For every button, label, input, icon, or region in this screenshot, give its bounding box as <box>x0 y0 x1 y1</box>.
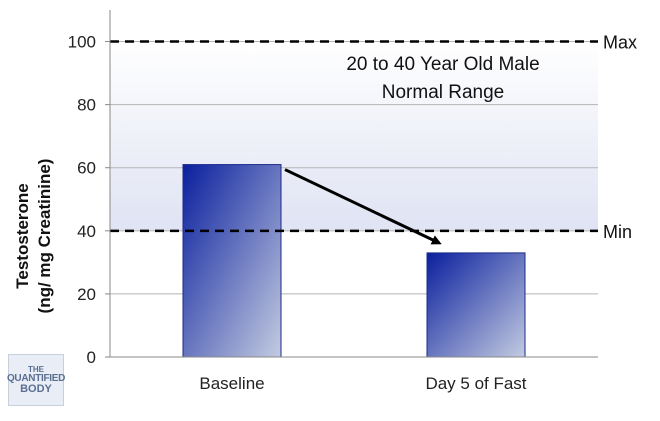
y-tick-label: 20 <box>77 285 96 304</box>
quantified-body-logo: THE QUANTIFIED BODY <box>7 354 65 406</box>
y-tick-label: 80 <box>77 96 96 115</box>
reference-label-min: Min <box>603 222 632 242</box>
range-annotation-line1: 20 to 40 Year Old Male <box>346 54 539 75</box>
trend-arrow <box>284 168 442 245</box>
y-tick-label: 40 <box>77 222 96 241</box>
bar-day-5-of-fast <box>426 252 526 358</box>
x-tick-label: Baseline <box>199 374 264 393</box>
y-tick-label: 60 <box>77 159 96 178</box>
y-axis-label-line2: (ng/ mg Creatinine) <box>35 159 54 314</box>
y-tick-label: 100 <box>68 33 96 52</box>
y-axis-label-line1: Testosterone <box>13 183 32 289</box>
x-tick-label: Day 5 of Fast <box>425 374 526 393</box>
reference-label-max: Max <box>603 33 637 53</box>
y-tick-label: 0 <box>87 348 96 367</box>
bar-baseline <box>182 164 282 358</box>
range-annotation-line2: Normal Range <box>382 82 505 103</box>
